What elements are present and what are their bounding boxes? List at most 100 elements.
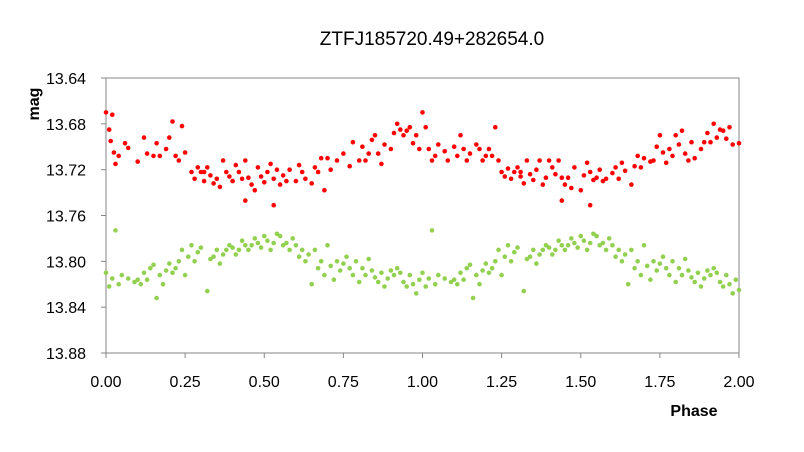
red-data-point: [619, 160, 625, 166]
red-data-point: [730, 142, 735, 147]
red-data-point: [407, 125, 413, 130]
red-data-point: [483, 153, 489, 159]
red-data-point: [613, 165, 618, 170]
green-data-point: [483, 261, 489, 266]
red-data-point: [125, 145, 131, 151]
red-data-point: [467, 151, 473, 156]
red-data-point: [211, 181, 216, 186]
red-data-point: [423, 125, 429, 130]
green-data-point: [236, 247, 242, 253]
green-data-point: [189, 243, 194, 248]
green-data-point: [531, 247, 536, 253]
red-data-point: [603, 176, 609, 182]
green-data-point: [138, 281, 144, 287]
green-data-point: [271, 240, 277, 246]
red-data-point: [429, 158, 435, 163]
red-data-point: [546, 158, 552, 163]
red-data-point: [515, 165, 520, 170]
red-data-point: [404, 128, 410, 133]
red-data-point: [673, 133, 678, 138]
red-data-point: [654, 144, 659, 149]
green-data-point: [458, 270, 463, 276]
red-data-point: [540, 182, 546, 187]
red-data-point: [705, 130, 710, 136]
red-data-point: [113, 161, 118, 167]
red-data-point: [657, 133, 663, 138]
red-data-point: [736, 141, 742, 146]
green-data-point: [638, 272, 644, 278]
red-data-point: [591, 177, 596, 183]
red-data-point: [581, 173, 587, 178]
green-data-point: [379, 270, 384, 276]
red-data-point: [651, 158, 656, 163]
green-data-point: [448, 279, 454, 285]
x-tick-label: 0.75: [328, 374, 359, 391]
green-data-point: [635, 259, 640, 264]
green-data-point: [309, 281, 315, 287]
green-data-point: [277, 233, 283, 239]
red-data-point: [676, 142, 682, 147]
green-data-point: [648, 277, 653, 283]
green-data-point: [398, 270, 403, 276]
green-data-point: [527, 254, 533, 259]
green-data-point: [464, 265, 470, 271]
green-data-point: [299, 247, 305, 253]
red-data-point: [360, 144, 365, 149]
green-data-point: [670, 259, 675, 264]
green-data-point: [689, 275, 694, 280]
green-data-point: [239, 238, 245, 243]
red-data-point: [309, 181, 315, 186]
green-data-point: [594, 233, 599, 239]
red-data-point: [227, 174, 232, 179]
red-data-point: [663, 160, 669, 166]
red-data-point: [565, 175, 571, 180]
green-data-point: [410, 281, 416, 287]
green-data-point: [632, 265, 637, 271]
red-data-point: [249, 182, 254, 187]
red-data-point: [157, 153, 163, 159]
red-data-point: [394, 121, 400, 127]
green-data-point: [252, 236, 258, 241]
green-data-point: [144, 277, 150, 283]
green-data-point: [692, 279, 697, 285]
green-data-point: [170, 270, 175, 276]
red-data-point: [692, 155, 697, 161]
red-data-point: [597, 167, 602, 172]
red-data-point: [727, 125, 732, 130]
red-data-point: [616, 176, 621, 182]
red-data-point: [220, 158, 226, 163]
green-data-point: [211, 254, 216, 259]
red-data-point: [277, 182, 283, 187]
red-data-point: [559, 198, 565, 203]
green-data-point: [569, 236, 574, 241]
red-data-point: [239, 176, 245, 182]
red-data-point: [106, 127, 112, 132]
y-tick-label: 13.72: [46, 163, 86, 180]
red-data-point: [689, 139, 694, 145]
green-data-point: [233, 252, 239, 257]
red-data-point: [436, 142, 441, 147]
red-data-point: [518, 174, 523, 179]
red-data-point: [701, 139, 707, 145]
red-data-point: [455, 153, 460, 159]
red-data-point: [660, 150, 666, 155]
green-data-point: [249, 243, 254, 248]
green-data-point: [407, 272, 413, 278]
green-data-point: [106, 284, 112, 289]
green-data-point: [103, 270, 109, 276]
green-data-point: [493, 259, 498, 264]
x-axis: 0.00 0.25 0.50 0.75 1.00 1.25 1.50 1.75 2.00: [90, 353, 755, 391]
green-data-point: [192, 259, 197, 264]
red-data-point: [179, 123, 185, 129]
red-data-point: [366, 151, 372, 156]
red-data-point: [559, 175, 565, 180]
red-data-point: [287, 167, 292, 172]
red-data-point: [182, 150, 188, 155]
red-data-point: [154, 141, 159, 146]
red-data-point: [122, 141, 128, 146]
red-data-point: [135, 159, 140, 164]
green-data-point: [470, 295, 476, 301]
green-data-point: [157, 272, 163, 278]
green-data-point: [521, 288, 527, 294]
